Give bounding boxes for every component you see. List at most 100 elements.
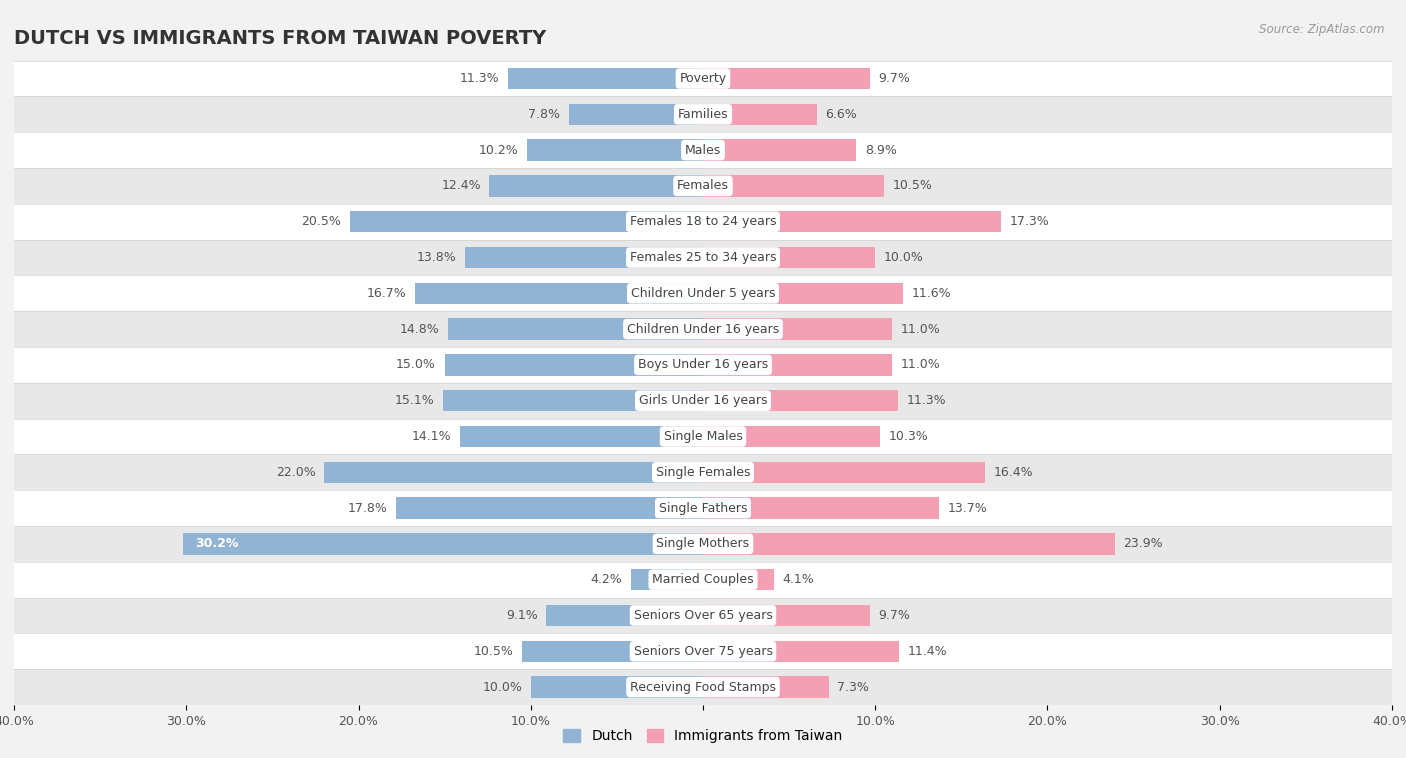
Bar [14,634,1392,669]
Bar [14,526,1392,562]
Text: 17.3%: 17.3% [1010,215,1049,228]
Text: Boys Under 16 years: Boys Under 16 years [638,359,768,371]
Bar [522,641,703,662]
Bar [489,175,703,196]
Text: 15.0%: 15.0% [396,359,436,371]
Bar [531,676,703,698]
Bar [527,139,703,161]
Bar [14,204,1392,240]
Bar [183,533,703,555]
Text: 4.1%: 4.1% [782,573,814,586]
Bar [703,247,875,268]
Bar [703,641,900,662]
Bar [703,676,828,698]
Bar [443,390,703,412]
Bar [14,383,1392,418]
Text: Single Females: Single Females [655,465,751,479]
Bar [444,354,703,376]
Text: 6.6%: 6.6% [825,108,858,121]
Text: Source: ZipAtlas.com: Source: ZipAtlas.com [1260,23,1385,36]
Bar [703,283,903,304]
Text: 9.7%: 9.7% [879,609,911,622]
Text: Males: Males [685,143,721,157]
Text: Seniors Over 75 years: Seniors Over 75 years [634,645,772,658]
Bar [703,211,1001,233]
Text: Single Mothers: Single Mothers [657,537,749,550]
Text: Children Under 5 years: Children Under 5 years [631,287,775,300]
Bar [14,597,1392,634]
Text: Married Couples: Married Couples [652,573,754,586]
Text: 10.2%: 10.2% [479,143,519,157]
Text: 4.2%: 4.2% [591,573,621,586]
Text: 16.7%: 16.7% [367,287,406,300]
Bar [703,533,1115,555]
Text: Females: Females [678,180,728,193]
Text: 11.6%: 11.6% [911,287,950,300]
Bar [703,318,893,340]
Text: Females 18 to 24 years: Females 18 to 24 years [630,215,776,228]
Text: 15.1%: 15.1% [395,394,434,407]
Text: Girls Under 16 years: Girls Under 16 years [638,394,768,407]
Text: Single Males: Single Males [664,430,742,443]
Legend: Dutch, Immigrants from Taiwan: Dutch, Immigrants from Taiwan [564,729,842,743]
Text: 9.1%: 9.1% [506,609,537,622]
Bar [703,569,773,590]
Text: 8.9%: 8.9% [865,143,897,157]
Bar [14,347,1392,383]
Text: 7.8%: 7.8% [529,108,560,121]
Text: Children Under 16 years: Children Under 16 years [627,323,779,336]
Text: 12.4%: 12.4% [441,180,481,193]
Bar [14,96,1392,132]
Bar [14,312,1392,347]
Bar [14,61,1392,96]
Text: 30.2%: 30.2% [195,537,238,550]
Text: 11.0%: 11.0% [901,359,941,371]
Text: 11.3%: 11.3% [460,72,499,85]
Bar [703,497,939,518]
Bar [568,104,703,125]
Text: DUTCH VS IMMIGRANTS FROM TAIWAN POVERTY: DUTCH VS IMMIGRANTS FROM TAIWAN POVERTY [14,29,547,48]
Bar [703,175,884,196]
Text: Females 25 to 34 years: Females 25 to 34 years [630,251,776,264]
Text: 22.0%: 22.0% [276,465,315,479]
Bar [14,562,1392,597]
Text: Families: Families [678,108,728,121]
Bar [703,104,817,125]
Text: 23.9%: 23.9% [1123,537,1163,550]
Text: 9.7%: 9.7% [879,72,911,85]
Bar [415,283,703,304]
Text: 16.4%: 16.4% [994,465,1033,479]
Bar [703,354,893,376]
Text: 20.5%: 20.5% [301,215,342,228]
Bar [449,318,703,340]
Text: 11.0%: 11.0% [901,323,941,336]
Bar [14,240,1392,275]
Text: 10.0%: 10.0% [884,251,924,264]
Text: 13.8%: 13.8% [418,251,457,264]
Bar [14,490,1392,526]
Text: 13.7%: 13.7% [948,502,987,515]
Text: 10.0%: 10.0% [482,681,522,694]
Bar [703,605,870,626]
Text: Receiving Food Stamps: Receiving Food Stamps [630,681,776,694]
Text: 11.4%: 11.4% [908,645,948,658]
Bar [460,426,703,447]
Text: 10.5%: 10.5% [474,645,513,658]
Text: 14.8%: 14.8% [399,323,440,336]
Bar [703,67,870,89]
Bar [703,462,986,483]
Bar [14,275,1392,312]
Text: 14.1%: 14.1% [412,430,451,443]
Bar [323,462,703,483]
Bar [14,669,1392,705]
Bar [509,67,703,89]
Bar [14,418,1392,454]
Text: Seniors Over 65 years: Seniors Over 65 years [634,609,772,622]
Bar [703,426,880,447]
Bar [465,247,703,268]
Bar [631,569,703,590]
Text: 10.5%: 10.5% [893,180,932,193]
Bar [14,132,1392,168]
Text: Poverty: Poverty [679,72,727,85]
Bar [14,168,1392,204]
